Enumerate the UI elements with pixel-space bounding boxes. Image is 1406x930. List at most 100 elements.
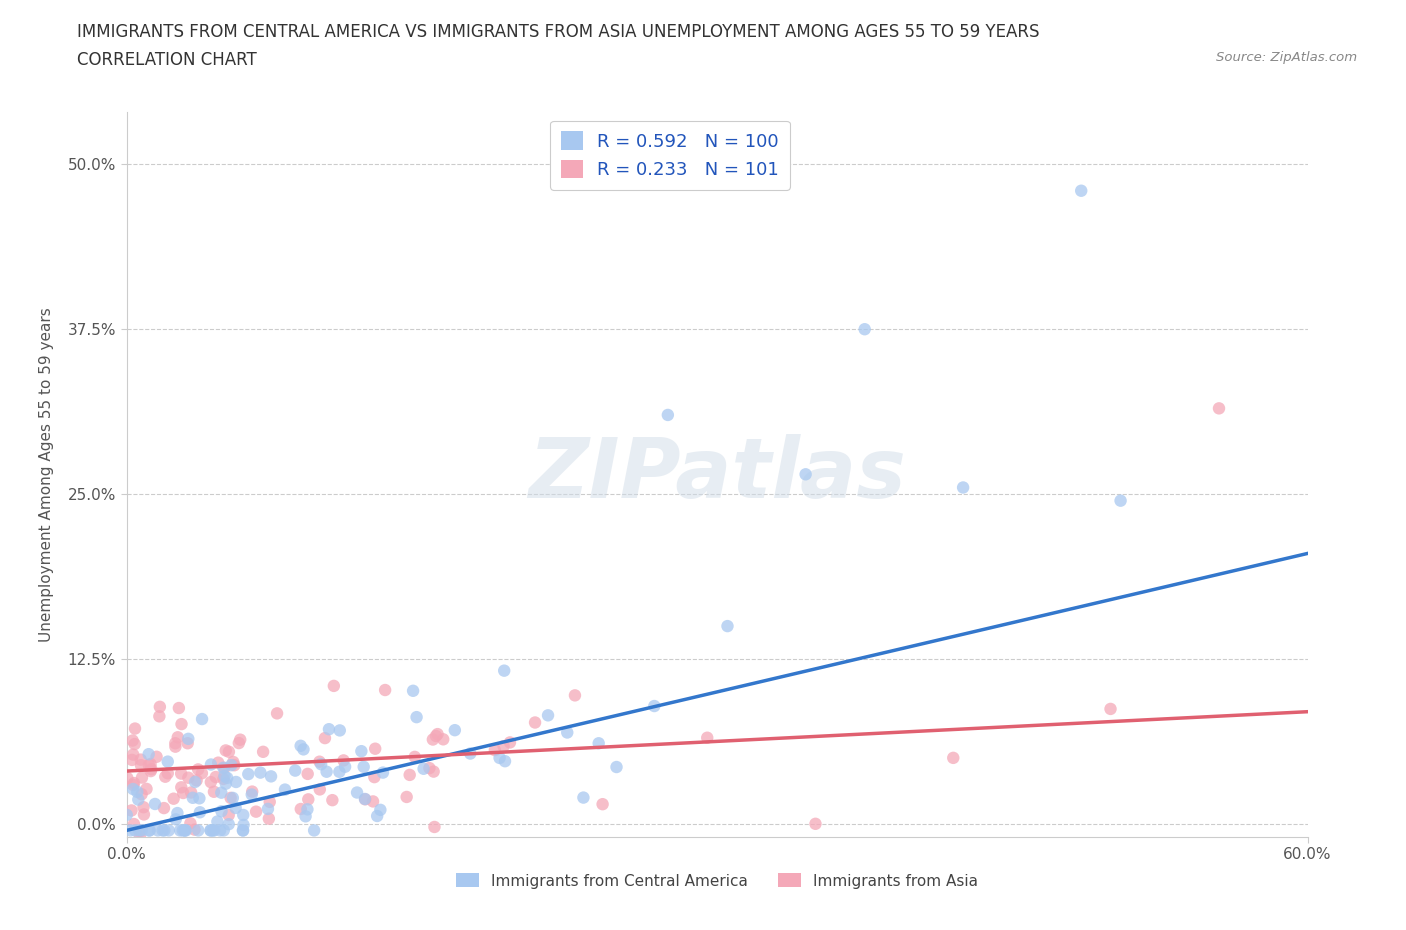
Point <box>494 663 516 678</box>
Point <box>374 683 396 698</box>
Point <box>232 823 254 838</box>
Point <box>696 730 718 745</box>
Point <box>537 708 560 723</box>
Point <box>259 794 281 809</box>
Point <box>238 766 260 781</box>
Point <box>214 761 236 776</box>
Point <box>252 744 274 759</box>
Point <box>366 808 388 823</box>
Point <box>121 752 143 767</box>
Point <box>186 773 208 788</box>
Point <box>212 823 235 838</box>
Point <box>402 684 425 698</box>
Point <box>588 736 610 751</box>
Point <box>187 762 209 777</box>
Point <box>143 797 166 812</box>
Point <box>229 732 252 747</box>
Point <box>184 775 207 790</box>
Point <box>404 750 426 764</box>
Point <box>209 785 232 800</box>
Point <box>129 758 152 773</box>
Point <box>121 733 143 748</box>
Point <box>292 742 315 757</box>
Point <box>138 747 160 762</box>
Point <box>214 768 236 783</box>
Point <box>290 802 312 817</box>
Point <box>318 722 340 737</box>
Point <box>240 784 263 799</box>
Point <box>152 823 174 838</box>
Point <box>218 807 240 822</box>
Point <box>524 715 547 730</box>
Point <box>302 823 325 838</box>
Point <box>177 731 200 746</box>
Point <box>131 823 153 838</box>
Point <box>418 761 440 776</box>
Point <box>322 679 344 694</box>
Text: IMMIGRANTS FROM CENTRAL AMERICA VS IMMIGRANTS FROM ASIA UNEMPLOYMENT AMONG AGES : IMMIGRANTS FROM CENTRAL AMERICA VS IMMIG… <box>77 23 1040 41</box>
Point <box>564 688 586 703</box>
Point <box>297 792 319 807</box>
Point <box>202 784 225 799</box>
Point <box>315 764 337 779</box>
Point <box>217 770 239 785</box>
Point <box>224 758 246 773</box>
Text: Source: ZipAtlas.com: Source: ZipAtlas.com <box>1216 51 1357 64</box>
Point <box>200 775 222 790</box>
Point <box>257 811 280 826</box>
Point <box>156 754 179 769</box>
Point <box>172 786 194 801</box>
Point <box>354 791 377 806</box>
Point <box>297 802 319 817</box>
Point <box>188 790 211 805</box>
Point <box>219 790 242 805</box>
Point <box>162 791 184 806</box>
Point <box>129 830 152 844</box>
Point <box>395 790 418 804</box>
Point <box>155 769 177 784</box>
Point <box>148 709 170 724</box>
Point <box>804 817 827 831</box>
Point <box>207 755 229 770</box>
Point <box>405 710 427 724</box>
Point <box>202 823 225 838</box>
Point <box>218 817 240 831</box>
Point <box>157 823 180 838</box>
Point <box>128 824 150 839</box>
Point <box>122 777 145 792</box>
Point <box>177 770 200 785</box>
Point <box>1208 401 1230 416</box>
Point <box>131 787 153 802</box>
Point <box>201 823 224 838</box>
Point <box>260 769 283 784</box>
Point <box>952 480 974 495</box>
Point <box>257 802 280 817</box>
Point <box>853 322 876 337</box>
Point <box>200 823 222 838</box>
Point <box>488 751 510 765</box>
Point <box>492 738 515 753</box>
Point <box>173 823 195 838</box>
Point <box>212 772 235 787</box>
Point <box>129 752 152 767</box>
Point <box>166 805 188 820</box>
Point <box>146 823 169 838</box>
Point <box>1070 183 1092 198</box>
Point <box>432 732 454 747</box>
Point <box>350 744 373 759</box>
Point <box>332 753 354 768</box>
Point <box>346 785 368 800</box>
Point <box>249 765 271 780</box>
Point <box>1109 493 1132 508</box>
Point <box>353 760 375 775</box>
Point <box>370 803 392 817</box>
Point <box>308 782 330 797</box>
Point <box>499 735 522 750</box>
Point <box>188 804 211 819</box>
Point <box>191 765 214 780</box>
Point <box>354 791 377 806</box>
Point <box>124 823 146 838</box>
Point <box>458 746 481 761</box>
Point <box>221 758 243 773</box>
Point <box>187 823 209 838</box>
